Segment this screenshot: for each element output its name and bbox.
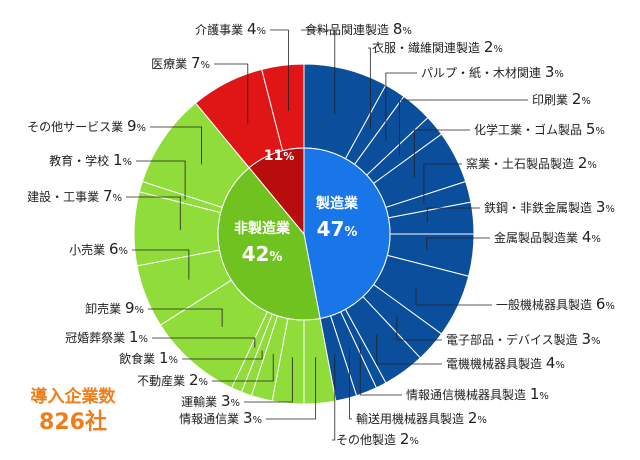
group-2-slice (217, 167, 321, 321)
total-companies: 導入企業数 826社 (8, 386, 138, 438)
category-9-leader (415, 286, 492, 306)
category-2-leader (368, 47, 371, 130)
category-12-label: 情報通信機械器具製造 1% (406, 385, 549, 403)
group-labels: 製造業 47% 非製造業 42% 11% (234, 148, 359, 266)
group-3-slice (248, 147, 305, 236)
category-11-leader (376, 334, 442, 365)
category-23-label: 教育・学校 1% (49, 151, 132, 169)
category-6-label: 窯業・土石製品製造 2% (466, 154, 597, 172)
category-5-label: 化学工業・ゴム製品 5% (474, 120, 605, 138)
category-24-label: その他サービス業 9% (27, 117, 146, 135)
category-10-leader (396, 315, 442, 341)
leader-lines (126, 29, 528, 441)
group-1-value: 47% (317, 217, 358, 241)
category-4-label: 印刷業 2% (532, 90, 591, 108)
category-19-label: 冠婚葬祭業 1% (65, 328, 148, 346)
total-count-line: 826社 (8, 408, 138, 438)
category-25-label: 医療業 7% (151, 54, 210, 72)
category-5-leader (413, 129, 470, 178)
category-17-label: 不動産業 2% (137, 371, 208, 389)
category-2-label: 衣服・繊維関連製造 2% (372, 38, 503, 56)
category-16-label: 運輸業 3% (181, 392, 240, 410)
category-7-leader (426, 207, 480, 223)
category-18-label: 飲食業 1% (119, 349, 178, 367)
category-16-leader (244, 357, 293, 403)
category-3-leader (385, 72, 417, 142)
category-13-label: 輸送用機械器具製造 2% (356, 409, 487, 427)
category-23-leader (136, 160, 186, 200)
category-20-leader (148, 308, 223, 327)
total-unit: 社 (84, 410, 107, 435)
group-2-name: 非製造業 (234, 220, 291, 237)
inner-pie (217, 147, 391, 321)
category-15-leader (266, 357, 317, 420)
category-25-leader (214, 63, 249, 124)
group-2-value: 42% (242, 242, 283, 266)
total-count: 826 (39, 410, 85, 435)
category-13-leader (349, 349, 352, 420)
category-21-leader (132, 249, 190, 280)
category-labels: 食料品関連製造 8%衣服・繊維関連製造 2% パルプ・紙・木材関連 3% 印刷業 2… (27, 20, 615, 448)
category-4-leader (398, 99, 528, 156)
category-26-leader (270, 29, 289, 112)
category-12-leader (359, 344, 402, 396)
category-1-label: 食料品関連製造 8% (305, 20, 412, 38)
category-7-label: 鉄鋼・非鉄金属製造 3% (484, 198, 615, 216)
category-18-leader (182, 350, 263, 360)
category-1-leader (301, 29, 336, 115)
category-3-label: パルプ・紙・木材関連 3% (421, 63, 564, 81)
category-8-label: 金属製品製造業 4% (494, 228, 601, 246)
group-1-slice (303, 147, 391, 320)
category-14-label: その他製造 2% (336, 430, 419, 448)
category-24-leader (150, 126, 203, 165)
category-22-leader (126, 196, 181, 231)
category-14-leader (332, 353, 336, 441)
category-15-label: 情報通信業 3% (179, 409, 262, 427)
category-11-label: 電機機械器具製造 4% (446, 354, 565, 372)
total-label: 導入企業数 (30, 387, 116, 407)
category-10-label: 電子部品・デバイス製造 3% (446, 330, 601, 348)
category-20-label: 卸売業 9% (85, 299, 144, 317)
category-6-leader (423, 163, 462, 204)
group-1-name: 製造業 (315, 195, 359, 212)
category-8-leader (426, 237, 490, 250)
category-26-label: 介護事業 4% (195, 20, 266, 38)
category-9-label: 一般機械器具製造 6% (496, 295, 615, 313)
category-22-label: 建設・工事業 7% (27, 187, 122, 205)
category-19-leader (152, 337, 256, 348)
category-17-leader (212, 353, 274, 382)
group-3-value: 11% (264, 148, 295, 164)
category-21-label: 小売業 6% (69, 240, 128, 258)
